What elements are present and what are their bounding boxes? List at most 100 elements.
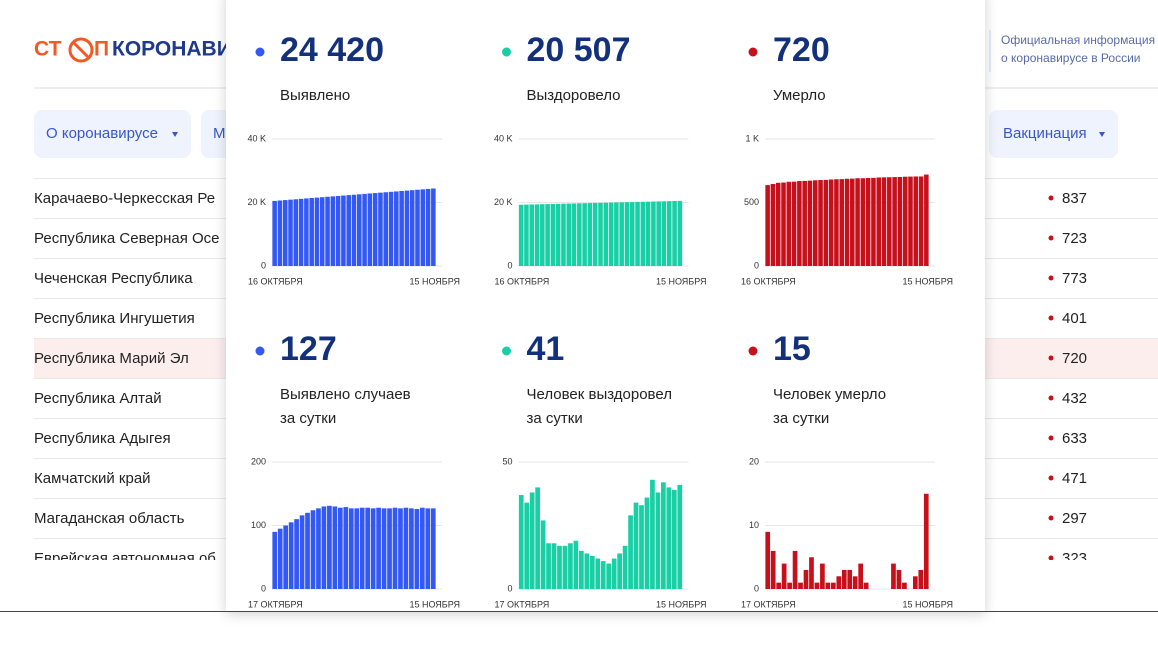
bar: [546, 543, 551, 589]
logo-icon-slash: [71, 40, 91, 60]
bar: [661, 482, 666, 589]
bar: [828, 179, 834, 266]
bar: [595, 558, 601, 589]
bar: [776, 582, 782, 589]
bar: [293, 199, 299, 266]
nav-button[interactable]: О коронавирусе: [34, 110, 191, 158]
bar: [529, 204, 535, 266]
bar: [892, 177, 897, 266]
bar: [865, 177, 871, 266]
bar: [608, 202, 614, 266]
bar: [415, 189, 420, 266]
bar: [387, 508, 392, 589]
bar: [332, 506, 338, 589]
stat-label: Выздоровело: [527, 87, 621, 104]
row-dot: [1048, 275, 1054, 281]
bar: [529, 492, 535, 589]
stat-value: 41: [527, 330, 565, 368]
bar: [855, 178, 860, 266]
bar: [524, 204, 529, 266]
stat-label: за сутки: [773, 410, 829, 427]
bar: [425, 188, 431, 266]
stat-value: 127: [280, 330, 337, 368]
bar: [272, 200, 277, 266]
bar: [897, 176, 903, 266]
region-name: Республика Алтай: [34, 390, 162, 407]
stat-label: Человек умерло: [773, 386, 886, 403]
bar: [298, 198, 304, 266]
bar: [534, 204, 540, 266]
bar: [924, 174, 929, 266]
bar: [330, 196, 336, 266]
bar: [792, 550, 798, 589]
bar: [617, 553, 622, 589]
stat-dot: [748, 346, 758, 356]
x-tick-label: 15 НОЯБРЯ: [902, 599, 953, 609]
bar: [571, 203, 577, 266]
bar: [629, 202, 635, 266]
stat-dot: [748, 47, 758, 57]
bar: [635, 201, 640, 266]
bar: [555, 203, 561, 266]
region-value: 720: [1062, 350, 1087, 367]
logo-icon: [68, 37, 94, 63]
row-dot: [1048, 235, 1054, 241]
bar: [640, 201, 646, 266]
stat-dot: [255, 47, 265, 57]
bar: [858, 563, 864, 589]
bar: [887, 177, 892, 266]
row-dot: [1048, 475, 1054, 481]
y-tick-label: 0: [754, 583, 759, 593]
bar: [807, 180, 813, 266]
stat-dot: [255, 346, 265, 356]
region-value: 723: [1062, 230, 1087, 247]
bar: [425, 508, 431, 589]
bar: [645, 201, 651, 266]
x-tick-label: 15 НОЯБРЯ: [902, 276, 953, 286]
bar: [399, 191, 404, 266]
bar: [283, 525, 289, 589]
bar: [310, 510, 316, 589]
region-value: 633: [1062, 430, 1087, 447]
region-name: Республика Северная Осе: [34, 230, 220, 247]
region-name: Республика Марий Эл: [34, 350, 189, 367]
bar: [561, 203, 566, 266]
bar: [598, 202, 603, 266]
stat-label: за сутки: [280, 410, 336, 427]
bar: [277, 528, 283, 589]
bar: [871, 177, 876, 266]
bar: [409, 508, 414, 589]
stat-label: Умерло: [773, 87, 826, 104]
bar: [852, 576, 858, 589]
bar: [316, 508, 321, 589]
bar: [420, 189, 426, 266]
row-dot: [1048, 355, 1054, 361]
row-dot: [1048, 395, 1054, 401]
nav-button[interactable]: Вакцинация: [989, 110, 1118, 158]
bar: [540, 204, 545, 266]
bar: [770, 183, 776, 266]
stat-panel: 720 Умерло 0 500 1 K 16 ОКТЯБРЯ 15 НОЯБРЯ: [741, 31, 953, 286]
bar: [383, 192, 389, 266]
bar: [288, 522, 294, 589]
region-name: Республика Ингушетия: [34, 310, 195, 327]
bar: [666, 201, 672, 266]
x-tick-label: 15 НОЯБРЯ: [656, 599, 707, 609]
bar: [614, 202, 619, 266]
bar: [381, 508, 387, 589]
bar: [404, 190, 410, 266]
region-name: Камчатский край: [34, 470, 151, 487]
bar: [619, 202, 624, 266]
bar: [863, 582, 869, 589]
bar: [671, 489, 677, 589]
bar: [902, 582, 907, 589]
x-tick-label: 17 ОКТЯБРЯ: [741, 599, 796, 609]
y-tick-label: 20 K: [247, 197, 266, 207]
bar: [765, 185, 770, 266]
bar: [354, 508, 360, 589]
y-tick-label: 20 K: [494, 197, 513, 207]
bar: [656, 201, 661, 266]
popup-panels: 24 420 Выявлено 0 20 K 40 K 16 ОКТЯБРЯ 15 НОЯБ…: [247, 31, 953, 609]
bar: [592, 202, 598, 266]
bar: [825, 582, 831, 589]
